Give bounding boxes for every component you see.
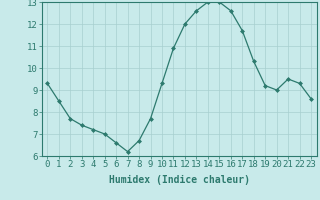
X-axis label: Humidex (Indice chaleur): Humidex (Indice chaleur): [109, 175, 250, 185]
